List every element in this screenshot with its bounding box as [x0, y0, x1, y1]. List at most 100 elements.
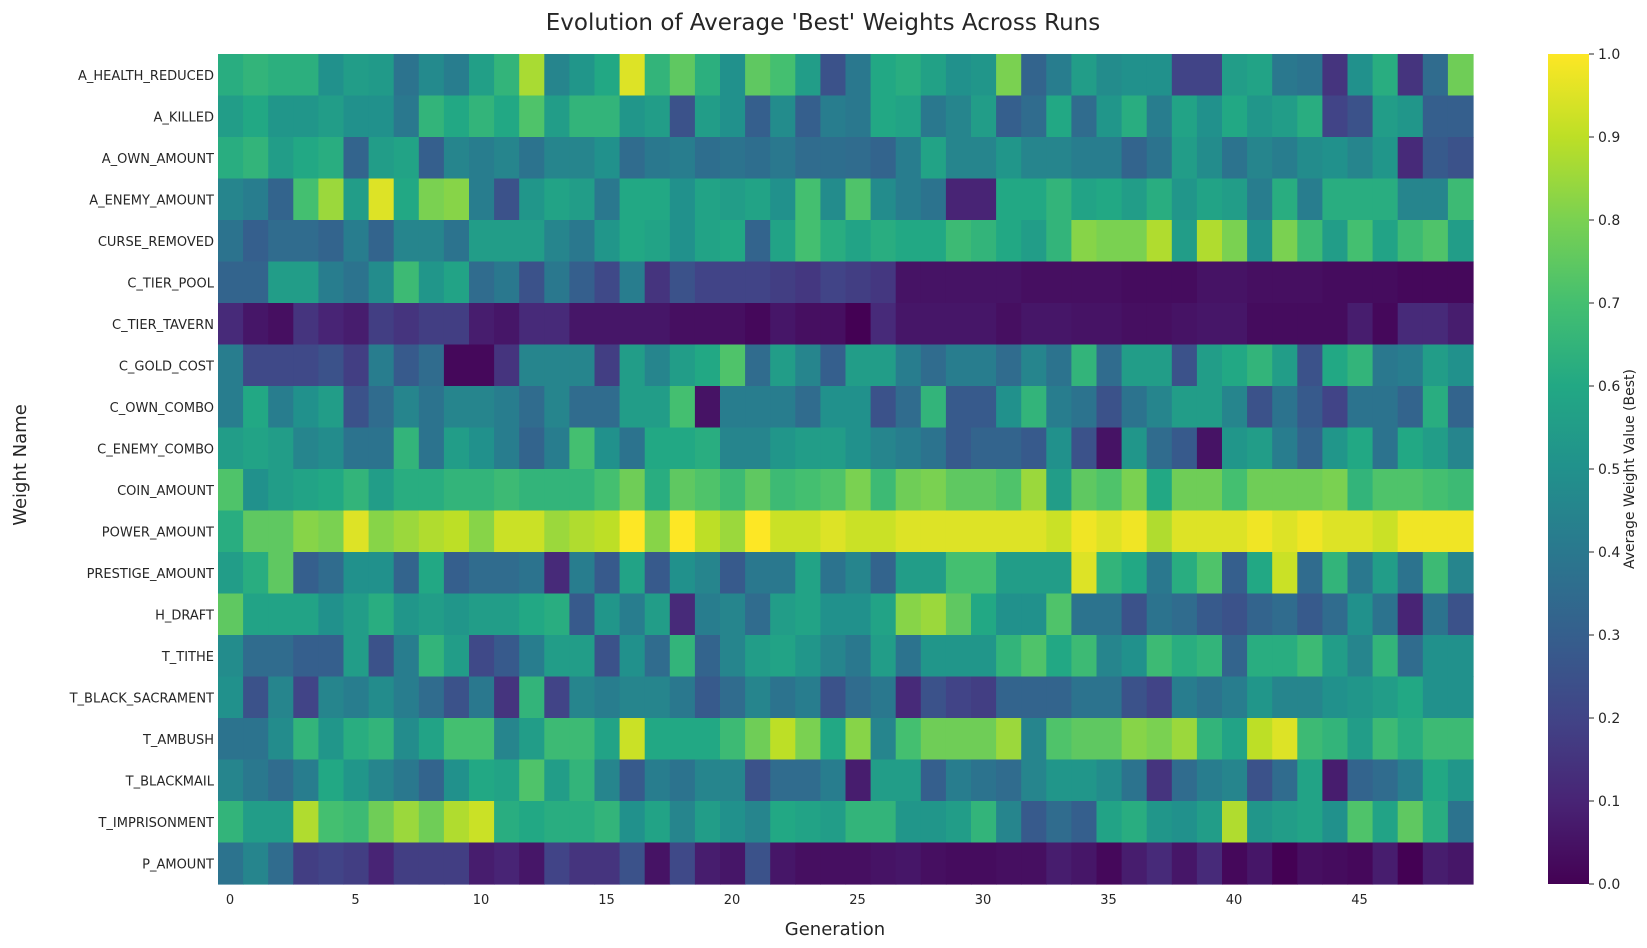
- colorbar-tick-label: 0.9: [1598, 130, 1620, 146]
- heatmap-cell: [996, 552, 1022, 595]
- heatmap-cell: [418, 54, 445, 97]
- heatmap-cell: [1222, 386, 1248, 429]
- heatmap-cell: [1247, 593, 1273, 636]
- heatmap-cell: [1372, 137, 1399, 180]
- heatmap-cell: [293, 427, 319, 470]
- heatmap-cell: [469, 344, 495, 387]
- heatmap-cell: [1046, 676, 1072, 719]
- heatmap-cell: [1196, 801, 1223, 844]
- heatmap-cell: [745, 386, 771, 429]
- heatmap-cell: [895, 801, 922, 844]
- heatmap-cell: [1372, 676, 1399, 719]
- heatmap-cell: [1146, 95, 1173, 138]
- heatmap-cell: [1397, 386, 1424, 429]
- heatmap-cell: [1297, 261, 1323, 304]
- heatmap-cell: [443, 510, 470, 553]
- heatmap-cell: [243, 95, 269, 138]
- heatmap-cell: [795, 386, 821, 429]
- heatmap-cell: [619, 510, 646, 553]
- heatmap-cell: [318, 303, 345, 346]
- heatmap-cell: [293, 303, 319, 346]
- heatmap-cell: [519, 635, 545, 678]
- heatmap-cell: [1196, 220, 1223, 263]
- heatmap-cell: [393, 635, 420, 678]
- heatmap-cell: [469, 54, 495, 97]
- heatmap-cell: [544, 718, 570, 761]
- heatmap-cell: [996, 137, 1022, 180]
- heatmap-cell: [519, 386, 545, 429]
- heatmap-cell: [1021, 842, 1047, 885]
- heatmap-cell: [770, 635, 796, 678]
- heatmap-cell: [1222, 303, 1248, 346]
- heatmap-cell: [1372, 178, 1399, 221]
- heatmap-cell: [895, 386, 922, 429]
- heatmap-cell: [845, 95, 872, 138]
- heatmap-cell: [895, 220, 922, 263]
- heatmap-cell: [1322, 510, 1349, 553]
- heatmap-cell: [1196, 95, 1223, 138]
- heatmap-cell: [243, 801, 269, 844]
- heatmap-cell: [996, 54, 1022, 97]
- heatmap-cell: [1096, 54, 1123, 97]
- heatmap-cell: [1071, 759, 1098, 802]
- heatmap-cell: [870, 759, 897, 802]
- heatmap-cell: [845, 261, 872, 304]
- heatmap-cell: [971, 95, 997, 138]
- heatmap-cell: [920, 95, 947, 138]
- heatmap-cell: [1071, 801, 1098, 844]
- heatmap-cell: [820, 801, 847, 844]
- heatmap-cell: [644, 303, 671, 346]
- y-tick-label: T_IMPRISONMENT: [97, 816, 214, 831]
- heatmap-cell: [895, 469, 922, 512]
- heatmap-cell: [1397, 261, 1424, 304]
- heatmap-cell: [669, 137, 696, 180]
- heatmap-cell: [293, 469, 319, 512]
- heatmap-cell: [1171, 801, 1198, 844]
- heatmap-cell: [870, 842, 897, 885]
- heatmap-cell: [1422, 676, 1449, 719]
- heatmap-cell: [268, 344, 294, 387]
- heatmap-cell: [268, 593, 294, 636]
- heatmap-cell: [770, 303, 796, 346]
- heatmap-cell: [569, 593, 596, 636]
- heatmap-cell: [519, 137, 545, 180]
- heatmap-cell: [920, 469, 947, 512]
- heatmap-cell: [343, 427, 370, 470]
- heatmap-cell: [1222, 469, 1248, 512]
- heatmap-cell: [971, 801, 997, 844]
- heatmap-cell: [293, 137, 319, 180]
- heatmap-cell: [845, 344, 872, 387]
- heatmap-cell: [920, 220, 947, 263]
- heatmap-cell: [1272, 718, 1298, 761]
- heatmap-cell: [1447, 261, 1474, 304]
- heatmap-cell: [669, 718, 696, 761]
- heatmap-cell: [895, 510, 922, 553]
- heatmap-cell: [243, 261, 269, 304]
- heatmap-cell: [544, 801, 570, 844]
- heatmap-cell: [1447, 801, 1474, 844]
- heatmap-cell: [895, 261, 922, 304]
- heatmap-cell: [443, 469, 470, 512]
- heatmap-cell: [644, 469, 671, 512]
- heatmap-cell: [1121, 510, 1148, 553]
- heatmap-cell: [1247, 386, 1273, 429]
- heatmap-cell: [318, 54, 345, 97]
- heatmap-cell: [418, 718, 445, 761]
- heatmap-cell: [318, 178, 345, 221]
- heatmap-cell: [795, 427, 821, 470]
- heatmap-cell: [870, 552, 897, 595]
- heatmap-cell: [720, 95, 746, 138]
- heatmap-cell: [694, 842, 721, 885]
- heatmap-cell: [795, 842, 821, 885]
- heatmap-cell: [770, 54, 796, 97]
- heatmap-cell: [218, 95, 244, 138]
- y-tick-label: H_DRAFT: [155, 608, 214, 623]
- heatmap-cell: [594, 220, 621, 263]
- heatmap-cell: [920, 552, 947, 595]
- colorbar-tick-label: 0.8: [1598, 213, 1620, 229]
- heatmap-cell: [1021, 344, 1047, 387]
- heatmap-cell: [996, 635, 1022, 678]
- heatmap-cell: [920, 718, 947, 761]
- heatmap-cell: [1222, 801, 1248, 844]
- heatmap-cell: [519, 95, 545, 138]
